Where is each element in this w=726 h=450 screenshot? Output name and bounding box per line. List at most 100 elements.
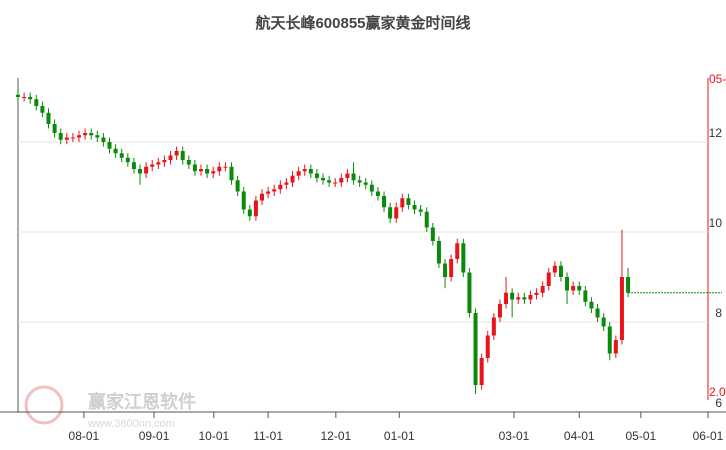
candle-body <box>46 112 51 124</box>
candle-body <box>64 137 69 140</box>
candle-body <box>16 94 20 97</box>
x-tick-label: 08-01 <box>69 429 100 443</box>
candle-body <box>247 209 252 217</box>
candle-body <box>101 137 106 142</box>
candle-body <box>52 124 57 133</box>
x-tick-label: 11-01 <box>253 429 283 443</box>
candle-body <box>491 317 496 336</box>
candle-body <box>430 227 435 241</box>
candle-body <box>174 151 179 156</box>
candle-body <box>461 243 466 273</box>
candle-body <box>229 166 234 181</box>
candle-body <box>260 193 265 201</box>
watermark-url: www.3600nn.com <box>87 418 175 430</box>
candle-body <box>375 191 380 196</box>
x-tick-label: 04-01 <box>564 429 595 443</box>
candle-body <box>552 265 557 273</box>
y-tick-label: 10 <box>709 216 723 230</box>
annotation: 2.0 <box>709 385 726 399</box>
candle-body <box>382 196 387 208</box>
y-tick-label: 12 <box>709 126 723 140</box>
candle-body <box>369 184 374 192</box>
candle-body <box>589 301 594 309</box>
candle-body <box>22 97 27 98</box>
candle-body <box>186 160 191 165</box>
candle-body <box>168 155 173 160</box>
candle-body <box>34 99 39 106</box>
candle-body <box>278 184 283 190</box>
candle-body <box>418 209 423 212</box>
candle-body <box>412 205 417 210</box>
candle-body <box>522 297 527 300</box>
candle-body <box>70 137 75 139</box>
candle-body <box>314 173 319 178</box>
candle-body <box>436 241 441 264</box>
candle-body <box>577 286 582 291</box>
candle-body <box>83 133 88 136</box>
candle-body <box>144 166 149 174</box>
candle-body <box>595 308 600 318</box>
x-tick-label: 12-01 <box>320 429 351 443</box>
candle-body <box>89 133 94 136</box>
candle-body <box>473 313 478 385</box>
candle-body <box>28 97 33 100</box>
candle-body <box>77 135 82 138</box>
x-tick-label: 01-01 <box>384 429 415 443</box>
candle-body <box>339 178 344 183</box>
candle-body <box>626 277 631 293</box>
candle-body <box>235 180 240 192</box>
candle-body <box>394 207 399 219</box>
candle-body <box>266 191 271 194</box>
candle-body <box>284 182 289 185</box>
candle-body <box>510 292 515 300</box>
candle-body <box>321 178 326 181</box>
candle-body <box>119 153 124 158</box>
candle-body <box>150 164 155 167</box>
candle-body <box>546 272 551 286</box>
candle-body <box>113 148 118 154</box>
candle-body <box>516 297 521 300</box>
candle-body <box>351 173 356 181</box>
candle-body <box>327 180 332 183</box>
x-tick-label: 10-01 <box>198 429 229 443</box>
chart-title: 航天长峰600855赢家黄金时间线 <box>255 14 470 32</box>
x-tick-label: 03-01 <box>499 429 530 443</box>
candle-body <box>107 142 112 149</box>
annotation: 05- <box>709 72 726 86</box>
candle-body <box>449 259 454 277</box>
y-tick-label: 6 <box>715 396 722 410</box>
y-tick-label: 8 <box>715 306 722 320</box>
candle-body <box>601 317 606 327</box>
candle-body <box>388 207 393 219</box>
candle-body <box>58 133 63 140</box>
x-tick-label: 05-01 <box>626 429 657 443</box>
candle-body <box>528 295 533 300</box>
candle-body <box>125 157 130 163</box>
candle-body <box>613 340 618 354</box>
candle-body <box>131 162 136 169</box>
candle-body <box>223 166 228 168</box>
candle-body <box>565 277 570 291</box>
candle-body <box>205 169 210 174</box>
candle-body <box>455 243 460 259</box>
candle-body <box>241 191 246 210</box>
candle-body <box>424 211 429 228</box>
candle-body <box>558 265 563 277</box>
candle-body <box>192 164 197 172</box>
candle-body <box>443 263 448 277</box>
watermark: 赢家江恩软件 <box>88 391 196 412</box>
candle-body <box>345 173 350 178</box>
candle-body <box>296 171 301 176</box>
candle-body <box>540 286 545 293</box>
candle-body <box>406 198 411 205</box>
candle-body <box>199 169 204 172</box>
candle-body <box>400 198 405 208</box>
candle-body <box>138 169 143 174</box>
candle-body <box>217 166 222 172</box>
candle-body <box>504 292 509 304</box>
candle-body <box>180 151 185 160</box>
candle-body <box>40 106 45 113</box>
candle-body <box>302 169 307 172</box>
candle-body <box>290 175 295 183</box>
candle-body <box>333 182 338 184</box>
